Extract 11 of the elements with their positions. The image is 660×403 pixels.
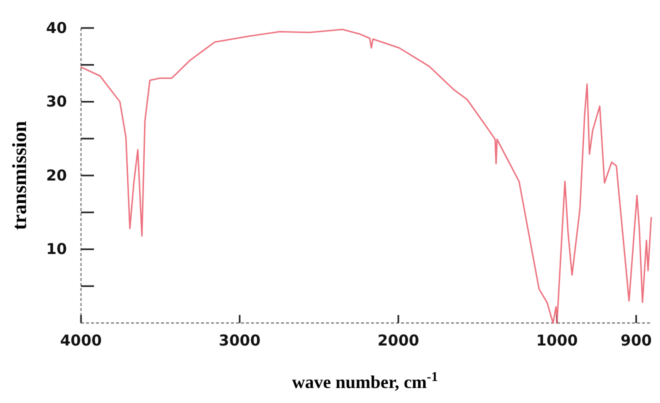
x-tick-label: 1000 <box>536 332 578 350</box>
y-tick-label: 20 <box>46 166 67 184</box>
x-axis-title: wave number, cm$^{-1}$ <box>292 368 438 392</box>
x-tick-label: 4000 <box>60 332 102 350</box>
x-tick-label: 2000 <box>377 332 420 350</box>
y-tick-label: 30 <box>46 92 67 111</box>
x-tick-label: 900 <box>620 332 652 350</box>
y-tick-label: 10 <box>46 240 67 258</box>
y-axis-title: transmission <box>9 121 31 230</box>
x-tick-label: 3000 <box>218 332 261 350</box>
y-tick-label: 40 <box>46 18 67 37</box>
